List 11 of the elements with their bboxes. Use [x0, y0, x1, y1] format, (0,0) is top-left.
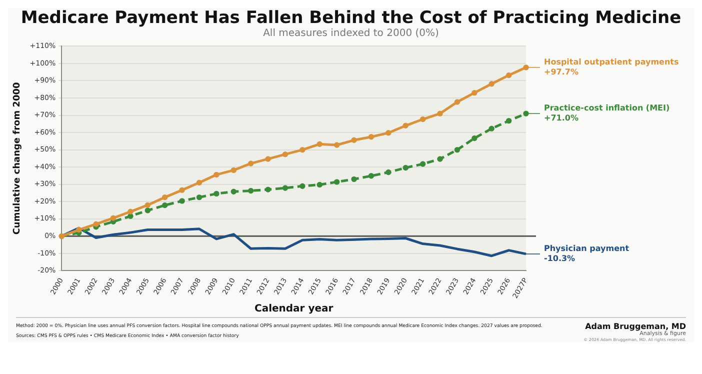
data-label: +97.7%: [544, 68, 578, 77]
y-axis-title: Cumulative change from 2000: [12, 82, 23, 235]
x-axis-title: Calendar year: [254, 304, 334, 315]
text: Practice-cost inflation (MEI): [544, 104, 670, 113]
text: Adam Bruggeman, MD: [584, 322, 686, 331]
chart-title: Medicare Payment Has Fallen Behind the Cost of Practicing Medicine: [20, 8, 682, 28]
data-label: -10.3%: [544, 254, 576, 264]
chart-subtitle: All measures indexed to 2000 (0%): [262, 28, 440, 39]
text: Physician payment: [544, 244, 630, 254]
data-label: +71.0%: [544, 114, 578, 123]
text: Hospital outpatient payments: [544, 58, 679, 67]
